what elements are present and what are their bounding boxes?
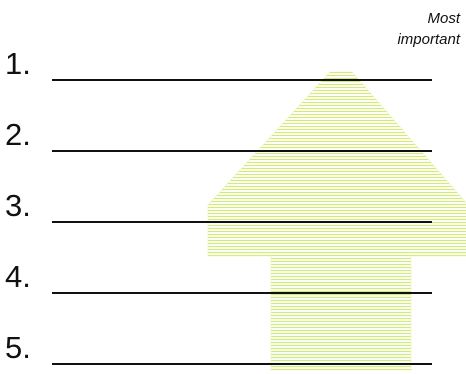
answer-blank-2[interactable]	[52, 150, 432, 152]
rank-row-3: 3.	[0, 184, 466, 228]
most-important-caption: Most important	[350, 8, 460, 50]
rank-row-4: 4.	[0, 255, 466, 299]
rank-row-1: 1.	[0, 42, 466, 86]
answer-blank-3[interactable]	[52, 221, 432, 223]
rank-number-2: 2.	[5, 117, 31, 152]
caption-line-1: Most	[427, 10, 460, 27]
rank-number-5: 5.	[5, 330, 31, 365]
rank-number-1: 1.	[5, 46, 31, 81]
caption-line-2: important	[397, 31, 460, 48]
rank-row-2: 2.	[0, 113, 466, 157]
answer-blank-5[interactable]	[52, 363, 432, 365]
answer-blank-4[interactable]	[52, 292, 432, 294]
answer-blank-1[interactable]	[52, 79, 432, 81]
rank-number-3: 3.	[5, 188, 31, 223]
rank-row-5: 5.	[0, 326, 466, 370]
rank-number-4: 4.	[5, 259, 31, 294]
